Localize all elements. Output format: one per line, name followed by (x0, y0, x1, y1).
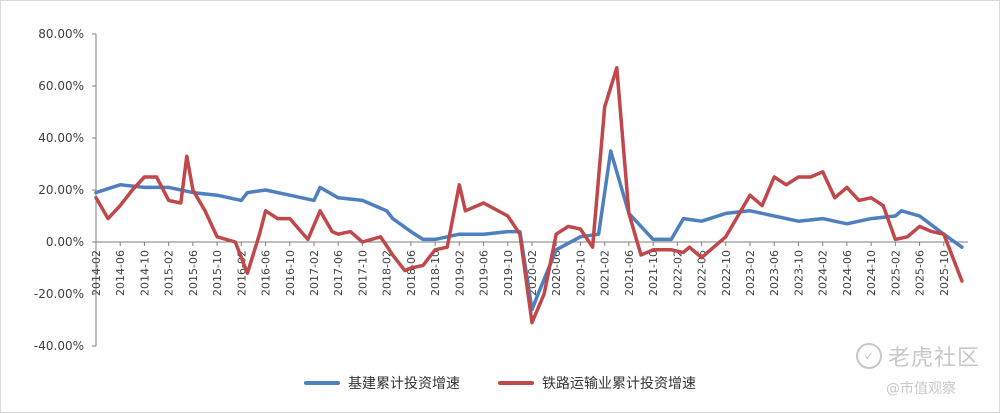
x-tick-label: 2022-06 (696, 250, 709, 296)
x-tick-label: 2023-02 (744, 250, 757, 296)
legend-swatch-infrastructure (304, 381, 340, 385)
x-axis: 2014-02 2014-06 2014-10 2015-02 2015-06 2015-… (90, 241, 968, 296)
x-tick-label: 2018-02 (381, 250, 394, 296)
x-tick-label: 2021-06 (623, 250, 636, 296)
x-tick-label: 2021-10 (647, 250, 660, 296)
x-tick-label: 2019-06 (478, 250, 491, 296)
x-tick-label: 2015-10 (211, 250, 224, 296)
x-tick-label: 2025-06 (914, 250, 927, 296)
x-tick-label: 2017-10 (356, 250, 369, 296)
legend-swatch-railway (498, 381, 534, 385)
x-tick-label: 2017-02 (308, 250, 321, 296)
y-tick-label: 0.00% (46, 235, 84, 249)
y-tick-label: 60.00% (38, 79, 84, 93)
x-tick-label: 2020-10 (574, 250, 587, 296)
y-axis: -40.00% -20.00% 0.00% 20.00% 40.00% 60.00% 80.… (34, 27, 97, 353)
watermark: ✓ 老虎社区 @市值观察 (855, 340, 980, 398)
x-tick-label: 2021-02 (599, 250, 612, 296)
x-tick-label: 2019-10 (502, 250, 515, 296)
tiger-logo-icon: ✓ (855, 343, 882, 369)
x-tick-label: 2016-10 (284, 250, 297, 296)
x-tick-label: 2025-02 (889, 250, 902, 296)
watermark-name: 老虎社区 (887, 346, 980, 371)
x-tick-label: 2014-02 (90, 250, 103, 296)
series-line-1 (94, 66, 964, 325)
y-tick-label: 80.00% (38, 27, 84, 41)
x-tick-label: 2015-06 (187, 250, 200, 296)
y-tick-label: -40.00% (34, 339, 84, 353)
legend-label-infrastructure: 基建累计投资增速 (348, 376, 460, 392)
x-tick-label: 2022-10 (720, 250, 733, 296)
series-line-0 (94, 149, 964, 312)
x-tick-label: 2022-02 (671, 250, 684, 296)
y-tick-label: 40.00% (38, 131, 84, 145)
x-tick-label: 2020-06 (550, 250, 563, 296)
x-tick-label: 2019-02 (453, 250, 466, 296)
x-tick-label: 2024-06 (841, 250, 854, 296)
legend: 基建累计投资增速 铁路运输业累计投资增速 (0, 372, 1000, 394)
x-tick-label: 2023-06 (768, 250, 781, 296)
legend-item-railway: 铁路运输业累计投资增速 (498, 373, 696, 393)
series-layer (94, 66, 964, 325)
x-tick-label: 2015-02 (163, 250, 176, 296)
x-tick-label: 2018-06 (405, 250, 418, 296)
x-tick-label: 2024-02 (817, 250, 830, 296)
x-tick-label: 2023-10 (792, 250, 805, 296)
legend-label-railway: 铁路运输业累计投资增速 (542, 376, 696, 392)
x-tick-label: 2016-06 (260, 250, 273, 296)
x-tick-label: 2025-10 (938, 250, 951, 296)
x-tick-label: 2016-02 (235, 250, 248, 296)
x-tick-label: 2024-10 (865, 250, 878, 296)
y-tick-label: 20.00% (38, 183, 84, 197)
watermark-handle: @市值观察 (885, 381, 956, 397)
x-tick-label: 2018-10 (429, 250, 442, 296)
x-tick-label: 2014-10 (138, 250, 151, 296)
x-tick-label: 2014-06 (114, 250, 127, 296)
y-tick-label: -20.00% (34, 287, 84, 301)
legend-item-infrastructure: 基建累计投资增速 (304, 373, 460, 393)
x-tick-label: 2017-06 (332, 250, 345, 296)
